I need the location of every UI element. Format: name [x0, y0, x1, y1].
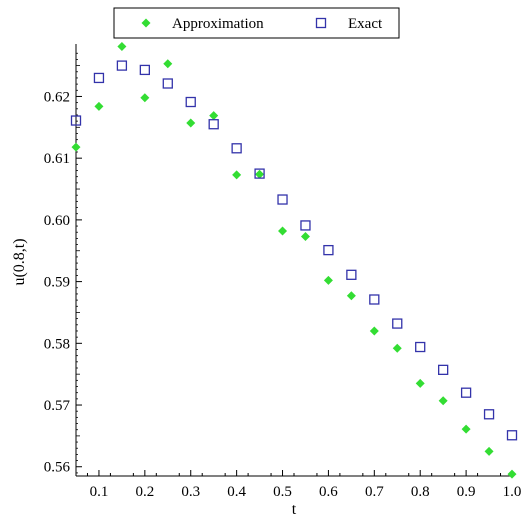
legend-box [113, 7, 400, 39]
y-tick-label: 0.62 [44, 89, 70, 105]
data-point-approximation [369, 326, 379, 336]
data-point-approximation [163, 59, 173, 69]
data-point-approximation [186, 118, 196, 128]
data-point-approximation [140, 93, 150, 103]
data-point-exact [346, 269, 357, 280]
data-point-approximation [300, 232, 310, 242]
x-tick-label: 0.8 [411, 484, 430, 500]
x-tick-label: 0.5 [273, 484, 292, 500]
x-tick-label: 0.9 [457, 484, 476, 500]
legend-label-approximation: Approximation [172, 16, 264, 32]
x-tick-label: 0.1 [90, 484, 109, 500]
data-point-exact [392, 318, 403, 329]
data-point-exact [506, 430, 518, 441]
data-point-exact [93, 72, 105, 84]
data-point-approximation [392, 343, 402, 353]
data-point-approximation [209, 111, 219, 121]
legend-marker-approximation [141, 18, 151, 28]
x-tick-label: 1.0 [503, 484, 522, 500]
data-point-exact [323, 244, 334, 256]
y-tick-label: 0.61 [44, 151, 70, 167]
data-point-exact [162, 78, 173, 89]
data-point-approximation [94, 101, 104, 111]
x-ticks: 0.1 0.2 0.3 0.4 0.5 0.6 0.7 0.8 0.9 1.0 [86, 470, 522, 500]
data-point-approximation [278, 226, 288, 236]
data-point-exact [231, 143, 242, 154]
x-axis-label: t [292, 501, 297, 518]
y-tick-label: 0.56 [44, 460, 71, 476]
data-point-exact [254, 168, 265, 179]
data-point-approximation [507, 469, 517, 479]
data-point-approximation [255, 169, 265, 179]
y-tick-label: 0.59 [44, 275, 70, 291]
x-tick-label: 0.2 [135, 484, 154, 500]
data-point-exact [369, 294, 380, 305]
data-point-approximation [461, 424, 471, 434]
y-tick-label: 0.58 [44, 336, 70, 352]
data-point-approximation [484, 446, 494, 456]
data-point-exact [483, 409, 495, 420]
data-point-exact [277, 194, 288, 205]
data-point-approximation [346, 291, 356, 301]
x-tick-label: 0.3 [181, 484, 200, 500]
data-point-approximation [117, 41, 127, 51]
series-exact [70, 60, 518, 441]
data-point-exact [415, 341, 426, 353]
x-tick-label: 0.7 [365, 484, 384, 500]
data-point-exact [438, 364, 449, 376]
x-tick-label: 0.6 [319, 484, 338, 500]
legend-label-exact: Exact [348, 16, 383, 32]
data-point-approximation [71, 142, 81, 152]
data-point-approximation [415, 378, 425, 388]
data-point-exact [185, 96, 196, 108]
y-axis-label: u(0.8,t) [11, 238, 28, 285]
y-ticks: 0.56 0.57 0.58 0.59 0.60 0.61 0.62 [44, 52, 82, 476]
data-point-approximation [232, 170, 242, 180]
x-tick-label: 0.4 [227, 484, 246, 500]
data-point-approximation [438, 396, 448, 406]
y-tick-label: 0.57 [44, 398, 71, 414]
data-point-exact [116, 60, 128, 71]
data-point-exact [208, 119, 219, 130]
data-point-approximation [323, 275, 333, 285]
series-approximation [71, 41, 517, 479]
data-point-exact [460, 387, 472, 398]
legend: Approximation Exact [113, 7, 400, 39]
axes [75, 44, 512, 477]
data-point-exact [139, 64, 150, 76]
data-point-exact [300, 220, 311, 231]
legend-marker-exact [315, 17, 327, 29]
y-tick-label: 0.60 [44, 213, 70, 229]
data-point-exact [70, 115, 82, 126]
